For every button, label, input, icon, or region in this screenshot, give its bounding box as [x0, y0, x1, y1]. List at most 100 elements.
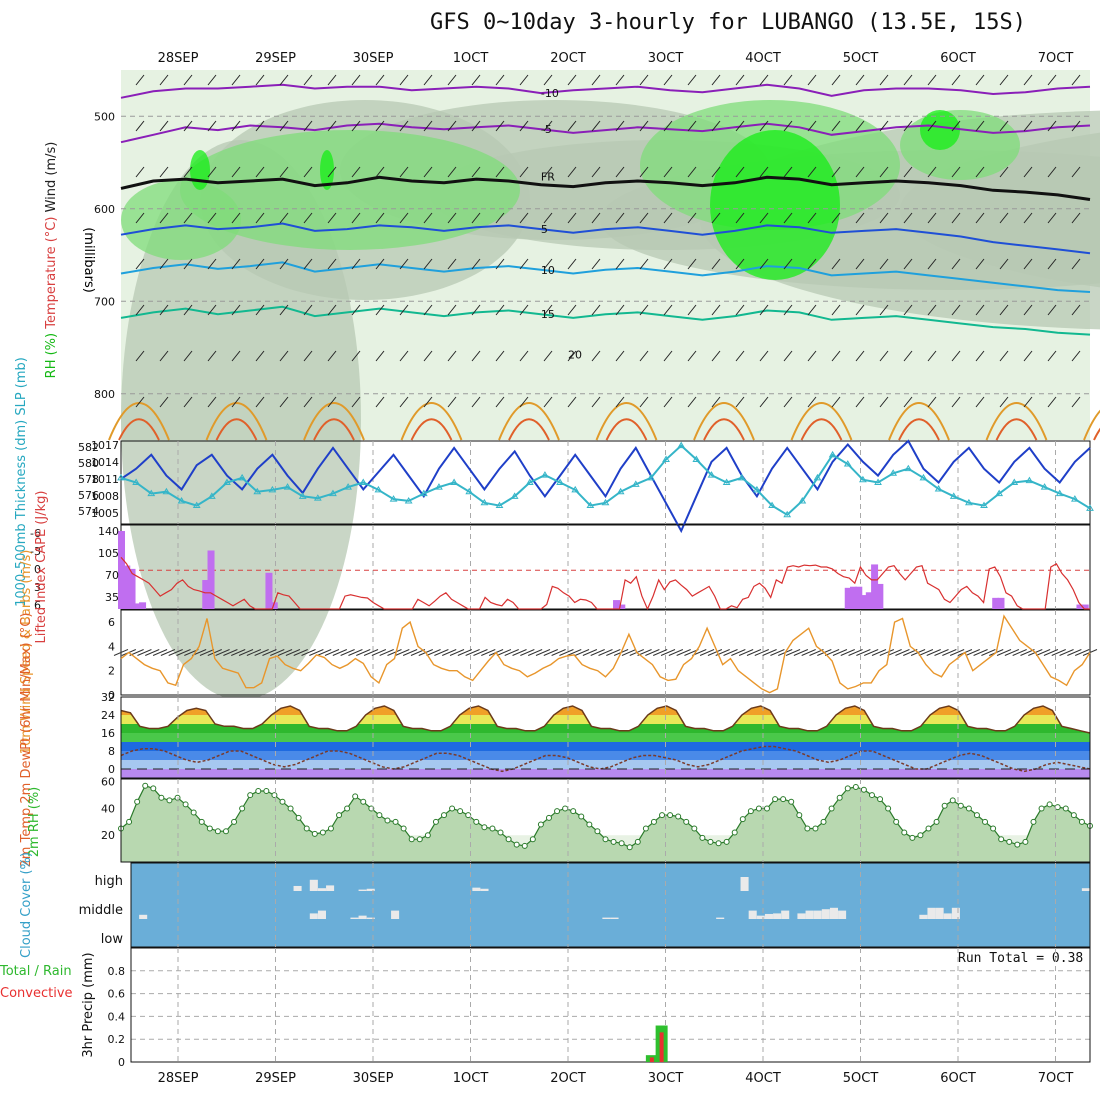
rh-marker	[731, 829, 738, 836]
wind-barb	[1047, 304, 1057, 316]
wind-barb	[1023, 120, 1033, 132]
isotherm-20	[400, 402, 463, 441]
rh-marker	[263, 788, 270, 795]
thickness-marker	[1025, 476, 1034, 484]
wind-barb	[375, 350, 385, 362]
rh-marker	[376, 812, 383, 819]
cloud-mid-bar	[716, 917, 725, 919]
wind-barb	[1035, 649, 1051, 656]
wind-barb	[639, 396, 649, 408]
wind-barb	[332, 649, 348, 656]
wind-barb	[591, 74, 601, 86]
cloud-mid-bar	[919, 914, 928, 919]
wind-barb	[848, 649, 863, 656]
wind-barb	[879, 649, 895, 656]
wind-barb	[559, 649, 574, 656]
precip-tick: 0	[118, 1056, 125, 1069]
wind-barb	[783, 304, 793, 316]
cape-bar	[871, 564, 879, 609]
rh-marker	[982, 818, 989, 825]
isotherm-25	[118, 418, 160, 441]
wind-barb	[1071, 258, 1081, 270]
wind-barb	[137, 649, 152, 656]
cross-section-ylabel: RH (%) Temperature (°C) Wind (m/s)	[44, 142, 59, 379]
wind-barb	[663, 74, 673, 86]
wind-barb	[711, 212, 721, 224]
rh-marker	[222, 828, 229, 835]
wind-barb	[903, 350, 913, 362]
cape-bar	[128, 568, 136, 609]
wind-barb	[512, 649, 527, 656]
cape-bar	[207, 550, 215, 609]
wind-barb	[363, 649, 379, 656]
wind-barb	[348, 649, 363, 656]
cape-right-tick: 35	[105, 591, 119, 604]
wind-barb	[303, 212, 313, 224]
wind-barb	[863, 649, 879, 656]
isotherm-20	[498, 402, 560, 441]
rh-marker	[659, 812, 666, 819]
wind-barb	[207, 74, 217, 86]
thickness-marker	[374, 485, 383, 493]
thickness-marker	[677, 441, 686, 449]
wind-barb	[1047, 350, 1057, 362]
thickness-marker	[631, 480, 640, 487]
wind-barb	[1004, 649, 1020, 656]
thickness-marker	[707, 471, 716, 478]
cape-right-tick: 105	[98, 547, 119, 560]
slp-right-tick: 1014	[91, 456, 119, 469]
rh-marker	[707, 838, 714, 845]
wind-barb	[687, 74, 697, 86]
wind-barb	[471, 396, 481, 408]
rh-marker	[287, 805, 294, 812]
wind-barb	[687, 396, 697, 408]
wind-barb	[262, 649, 277, 656]
rh-marker	[247, 792, 254, 799]
cloud-mid-bar	[927, 907, 936, 919]
slp-left-tick: 578	[78, 473, 99, 486]
thickness-marker	[662, 455, 670, 462]
thickness-marker	[207, 492, 216, 499]
wind-barb	[520, 649, 535, 656]
thickness-marker	[601, 498, 610, 506]
wind-barb	[375, 166, 385, 178]
wind-barb	[495, 258, 505, 270]
cape-bar	[133, 603, 141, 609]
wind-barb	[965, 649, 980, 656]
wind-barb	[279, 212, 289, 224]
wind-barb	[356, 649, 371, 656]
wind-barb	[676, 649, 691, 656]
rh-marker	[828, 805, 835, 812]
date-label-bottom: 29SEP	[255, 1071, 296, 1086]
wind-barb	[1047, 166, 1057, 178]
rh-ylabel-text: 2m RH (%)	[27, 787, 42, 858]
li-ylabel-text: Lifted Index CAPE (J/kg)	[34, 491, 49, 644]
thickness-marker	[359, 478, 368, 485]
thickness-marker	[753, 485, 761, 493]
wind-barb	[303, 120, 313, 132]
date-label-bottom: 30SEP	[353, 1071, 394, 1086]
thickness-marker	[798, 496, 807, 504]
rh-marker	[457, 808, 464, 815]
thickness-marker	[177, 496, 186, 504]
wind-barb	[1023, 212, 1033, 224]
wind-barb	[135, 120, 145, 132]
wind-barb	[254, 649, 269, 656]
li-left-tick: -3	[30, 545, 41, 558]
rh-marker	[965, 805, 972, 812]
rh-marker	[231, 818, 238, 825]
wind-barb	[999, 396, 1009, 408]
cloud-high-bar	[472, 887, 481, 891]
wind-barb	[951, 396, 961, 408]
date-label-bottom: 7OCT	[1038, 1071, 1074, 1086]
wind-barb	[279, 120, 289, 132]
rh-marker	[392, 818, 399, 825]
wind-speed-line	[120, 614, 1091, 694]
wind-barb	[639, 212, 649, 224]
wind-barb	[807, 258, 817, 270]
li-left-tick: -6	[30, 527, 41, 540]
rh-marker	[239, 805, 246, 812]
wind-barb	[551, 649, 566, 656]
isotherm-20	[303, 402, 365, 441]
thickness-marker	[525, 478, 534, 485]
